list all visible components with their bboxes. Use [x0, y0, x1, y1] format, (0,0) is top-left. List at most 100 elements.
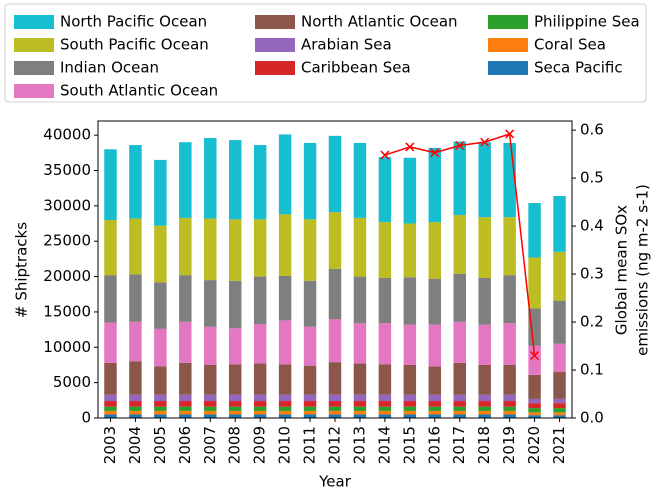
legend-label: North Atlantic Ocean	[301, 13, 458, 31]
bar-segment	[253, 363, 267, 395]
bar-segment	[278, 275, 292, 321]
bar-segment	[553, 300, 566, 344]
y-axis-label: # Shiptracks	[13, 222, 31, 318]
bar-segment	[453, 273, 466, 322]
x-tick-label: 2005	[151, 426, 169, 464]
x-tick-label: 2017	[450, 426, 468, 464]
bar-segment	[328, 212, 342, 269]
line-marker	[505, 129, 515, 139]
bar-segment	[403, 364, 417, 395]
bar-segment	[154, 414, 167, 418]
bar-segment	[353, 363, 367, 395]
x-tick-label: 2015	[400, 426, 418, 464]
bar-segment	[403, 410, 417, 415]
bar-segment	[129, 218, 142, 275]
bar-segment	[503, 217, 516, 276]
bar-segment	[154, 410, 167, 415]
line-marker	[530, 351, 540, 361]
bar-segment	[228, 280, 242, 329]
x-tick-label: 2014	[375, 426, 393, 464]
bar-segment	[154, 406, 167, 411]
bar-segment	[428, 222, 442, 279]
bar-segment	[553, 408, 566, 413]
bar-segment	[154, 225, 167, 283]
y2-tick-label: 0.3	[580, 265, 604, 283]
bar-segment	[453, 215, 466, 274]
bar-segment	[553, 415, 566, 418]
bar-segment	[129, 361, 142, 395]
bar-segment	[253, 323, 267, 364]
bar-segment	[428, 324, 442, 367]
bar-segment	[228, 140, 242, 220]
bar-segment	[328, 362, 342, 395]
bar-segment	[104, 401, 117, 407]
bar-segment	[403, 157, 417, 224]
bar-segment	[478, 394, 491, 402]
bar-segment	[129, 145, 142, 219]
bar-segment	[278, 134, 292, 215]
bar-segment	[278, 414, 292, 418]
bar-segment	[228, 414, 242, 418]
bar-segment	[503, 142, 516, 218]
bar-segment	[228, 219, 242, 281]
bar-segment	[403, 401, 417, 407]
bar-segment	[453, 141, 466, 216]
bar-segment	[453, 401, 466, 407]
bar-segment	[403, 277, 417, 325]
bar-segment	[129, 406, 142, 411]
bar-segment	[553, 343, 566, 373]
bar-segment	[428, 406, 442, 411]
legend-swatch	[488, 15, 528, 29]
bar-segment	[528, 203, 541, 258]
x-tick-label: 2012	[326, 426, 344, 464]
bar-segment	[353, 276, 367, 324]
bar-segment	[353, 217, 367, 277]
legend-label: South Pacific Ocean	[60, 36, 209, 54]
bar-segment	[353, 410, 367, 415]
bar-segment	[328, 135, 342, 213]
bar-segment	[328, 319, 342, 363]
bar-segment	[378, 406, 392, 411]
x-tick-label: 2006	[176, 426, 194, 464]
bar-segment	[104, 362, 117, 395]
legend-swatch	[14, 61, 54, 75]
legend-swatch	[14, 84, 54, 98]
bar-segment	[503, 410, 516, 415]
bar-segment	[228, 401, 242, 407]
legend-label: Arabian Sea	[301, 36, 392, 54]
bar-segment	[328, 401, 342, 407]
bar-segment	[179, 362, 192, 395]
bar-segment	[378, 401, 392, 407]
y2-tick-label: 0.6	[580, 121, 604, 139]
bar-segment	[353, 323, 367, 364]
legend-swatch	[14, 38, 54, 52]
bar-segment	[478, 364, 491, 395]
bar-segment	[528, 403, 541, 409]
bar-segment	[328, 414, 342, 418]
bar-segment	[104, 149, 117, 220]
bar-segment	[204, 406, 217, 411]
legend-label: Caribbean Sea	[301, 59, 411, 77]
bar-segment	[453, 394, 466, 402]
bar-segment	[104, 394, 117, 402]
y2-axis-label: Global mean SOx	[613, 205, 631, 335]
legend-label: Seca Pacific	[534, 59, 623, 77]
bar-segment	[303, 401, 317, 407]
x-axis-label: Year	[318, 473, 352, 489]
line-marker	[405, 142, 415, 152]
bar-segment	[129, 414, 142, 418]
y-tick-label: 0	[81, 409, 91, 427]
bar-segment	[179, 401, 192, 407]
legend-label: Philippine Sea	[534, 13, 640, 31]
bar-segment	[154, 401, 167, 407]
bar-segment	[303, 394, 317, 402]
bar-segment	[154, 159, 167, 226]
bar-segment	[328, 268, 342, 319]
bar-segment	[478, 277, 491, 325]
bar-segment	[553, 251, 566, 301]
bar-segment	[503, 414, 516, 418]
x-tick-label: 2004	[126, 426, 144, 464]
bar-segment	[104, 410, 117, 415]
y-tick-label: 25000	[43, 232, 91, 250]
line-marker	[480, 137, 490, 147]
